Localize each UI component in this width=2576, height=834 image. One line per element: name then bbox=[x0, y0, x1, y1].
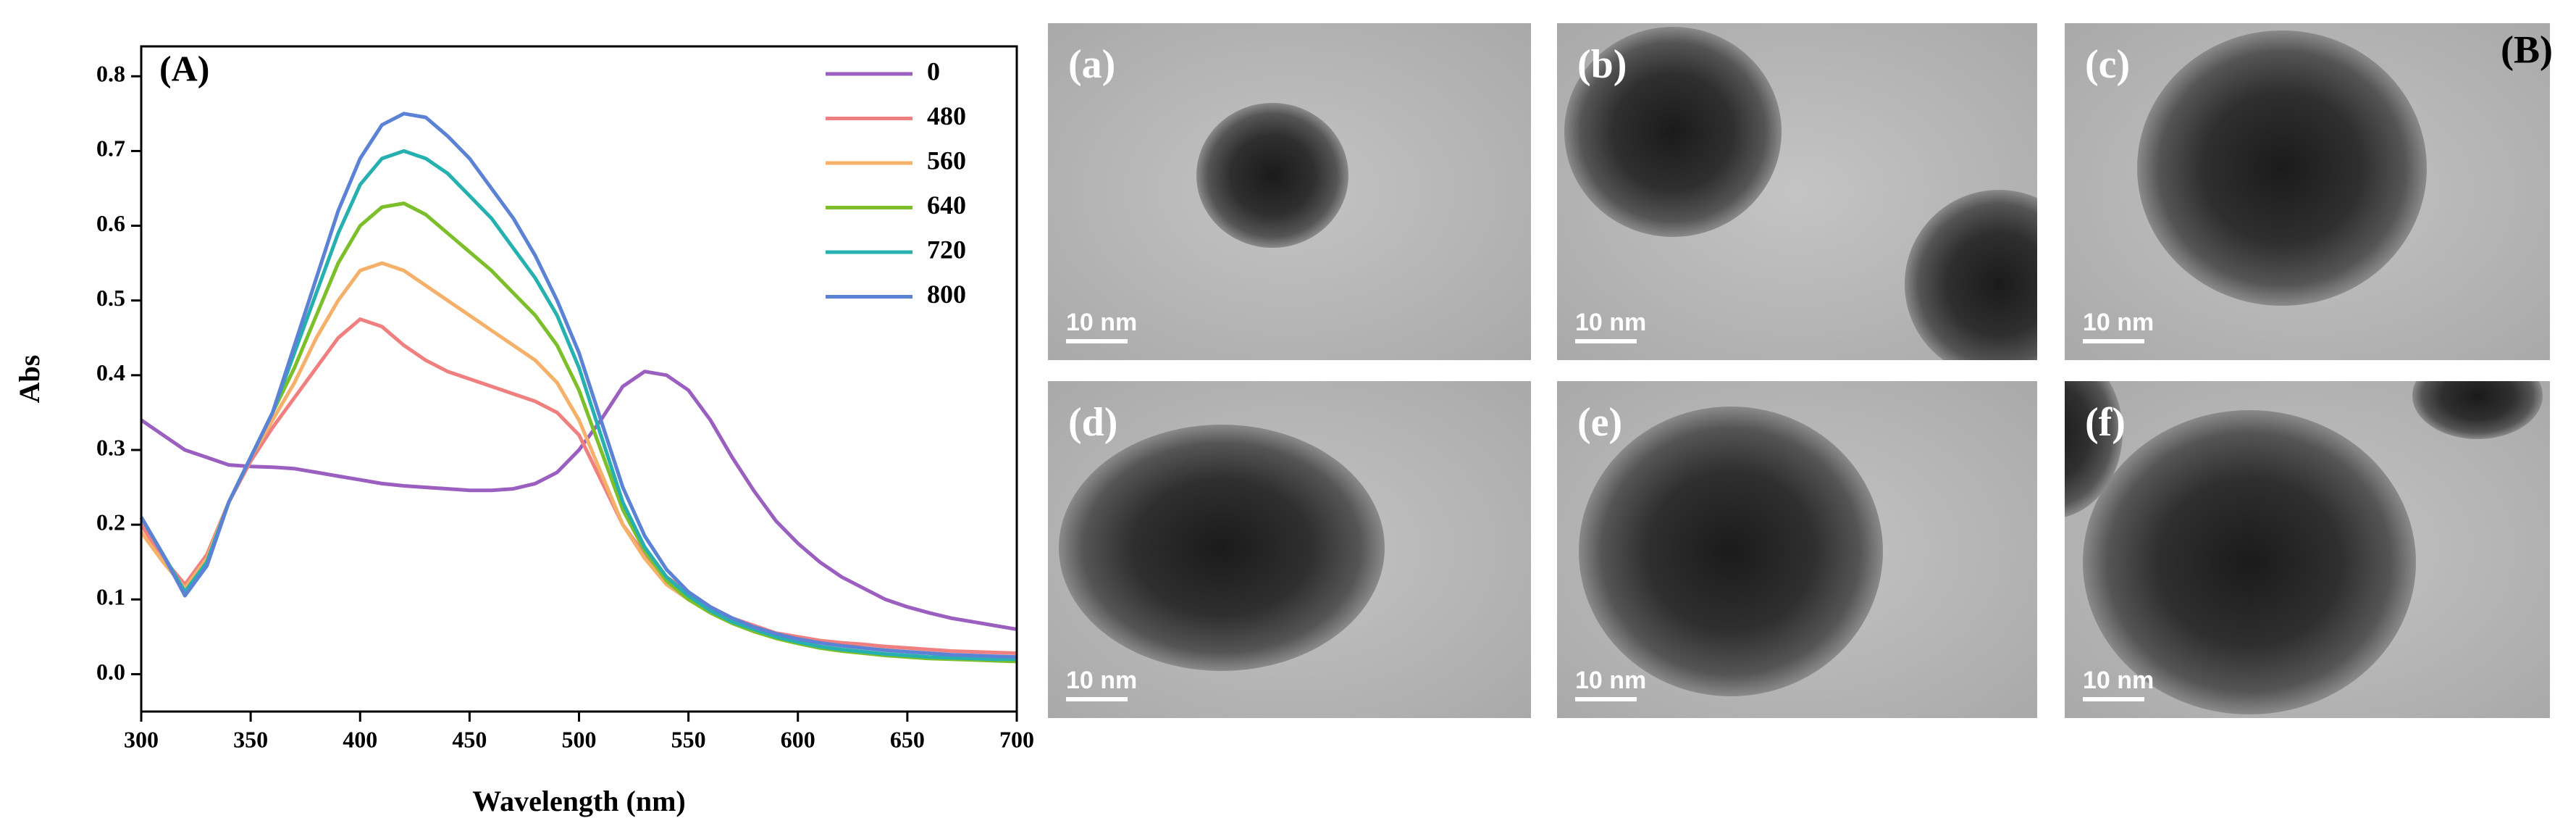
series-line bbox=[139, 149, 1017, 662]
image-label: (b) bbox=[1577, 42, 1627, 87]
x-tick-label: 550 bbox=[671, 726, 706, 752]
particle bbox=[2083, 410, 2416, 714]
series-line bbox=[139, 201, 1018, 664]
panel-label: (A) bbox=[159, 48, 209, 88]
tem-image: (d) 10 nm bbox=[1048, 381, 1531, 718]
particle bbox=[2137, 30, 2427, 306]
particle bbox=[1905, 190, 2037, 360]
absorbance-chart: 0.0 0.1 0.2 0.3 0.4 0.5 0.6 0.7 0.8 300 350 400 450 5… bbox=[13, 45, 1034, 817]
legend-label: 720 bbox=[927, 235, 966, 264]
legend-label: 640 bbox=[927, 191, 966, 220]
legend-label: 800 bbox=[927, 280, 966, 309]
tem-image: (e) 10 nm bbox=[1557, 381, 2037, 718]
particle bbox=[1059, 425, 1385, 671]
scale-bar-label: 10 nm bbox=[1066, 667, 1137, 694]
tem-image: (b) 10 nm bbox=[1557, 23, 2037, 360]
scale-bar-label: 10 nm bbox=[2083, 667, 2154, 694]
particle bbox=[2412, 381, 2543, 439]
scale-bar-label: 10 nm bbox=[1066, 309, 1137, 336]
y-tick-label: 0.0 bbox=[96, 659, 125, 685]
x-tick-label: 650 bbox=[890, 726, 925, 752]
plot-frame bbox=[140, 45, 1018, 713]
x-tick-label: 300 bbox=[124, 726, 159, 752]
tem-image: (f) 10 nm bbox=[2065, 381, 2550, 718]
y-tick-label: 0.2 bbox=[96, 509, 125, 535]
tem-content bbox=[2065, 381, 2550, 718]
legend-label: 480 bbox=[927, 101, 966, 130]
particle bbox=[1196, 103, 1348, 248]
x-tick-label: 450 bbox=[452, 726, 487, 752]
series-line bbox=[139, 112, 1018, 659]
tem-content bbox=[2065, 23, 2550, 360]
tem-panel: (a) 10 nm (b) 10 nm (c) 10 nm (d) 10 nm (e) 10 nm… bbox=[1048, 23, 2553, 718]
y-tick-label: 0.3 bbox=[96, 434, 125, 460]
particle bbox=[1564, 27, 1782, 237]
x-tick-label: 600 bbox=[781, 726, 815, 752]
tem-image: (a) 10 nm bbox=[1048, 23, 1531, 360]
tem-content bbox=[1557, 381, 2037, 718]
x-tick-label: 700 bbox=[999, 726, 1034, 752]
y-tick-label: 0.7 bbox=[96, 135, 125, 162]
y-tick-label: 0.4 bbox=[96, 359, 125, 385]
y-tick-label: 0.5 bbox=[96, 285, 125, 311]
legend-label: 560 bbox=[927, 146, 966, 175]
scale-bar-label: 10 nm bbox=[1575, 309, 1646, 336]
y-tick-label: 0.1 bbox=[96, 584, 125, 610]
series-line bbox=[139, 317, 1018, 655]
tem-content bbox=[1048, 23, 1531, 360]
legend-label: 0 bbox=[927, 57, 940, 86]
panel-label: (B) bbox=[2501, 28, 2553, 71]
image-label: (f) bbox=[2085, 400, 2126, 445]
x-axis-label: Wavelength (nm) bbox=[472, 785, 685, 817]
y-tick-label: 0.8 bbox=[96, 61, 125, 87]
scale-bar-label: 10 nm bbox=[1575, 667, 1646, 694]
image-label: (c) bbox=[2085, 42, 2130, 87]
particle bbox=[2065, 381, 2123, 517]
x-tick-label: 500 bbox=[562, 726, 597, 752]
tem-image: (c) 10 nm bbox=[2065, 23, 2550, 360]
image-label: (d) bbox=[1068, 400, 1117, 445]
y-axis-label: Abs bbox=[13, 355, 46, 404]
image-label: (e) bbox=[1577, 400, 1622, 445]
tem-content bbox=[1557, 23, 2037, 360]
tem-content bbox=[1048, 381, 1531, 718]
image-label: (a) bbox=[1068, 42, 1115, 87]
x-tick-label: 400 bbox=[343, 726, 377, 752]
scale-bar-label: 10 nm bbox=[2083, 309, 2154, 336]
y-tick-label: 0.6 bbox=[96, 210, 125, 236]
x-tick-label: 350 bbox=[233, 726, 268, 752]
series-line bbox=[140, 370, 1018, 631]
particle bbox=[1579, 406, 1883, 696]
